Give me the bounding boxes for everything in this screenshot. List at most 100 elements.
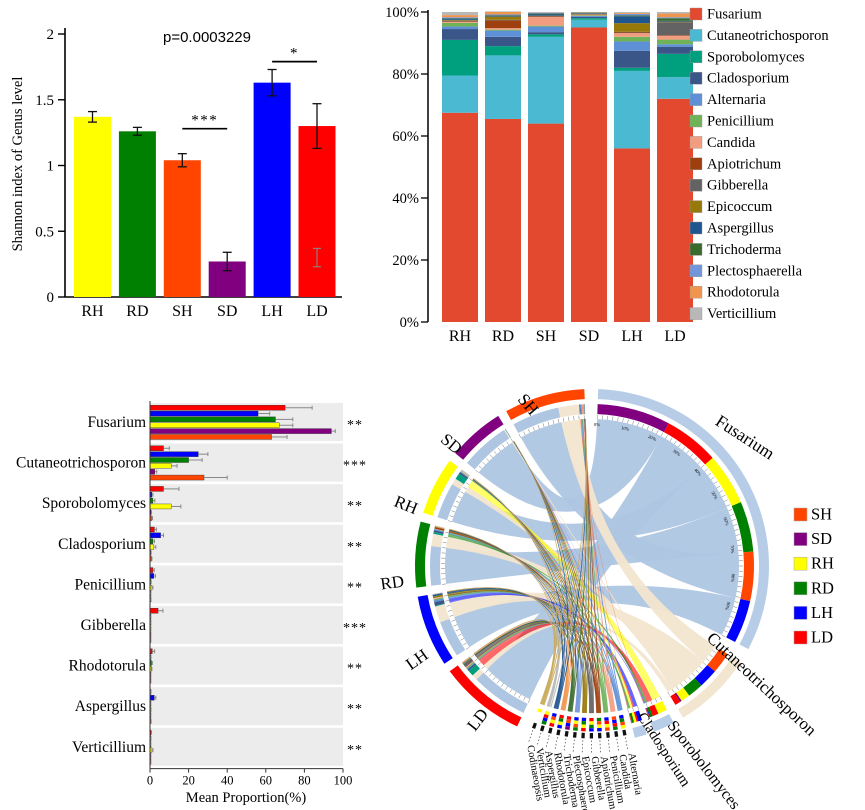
- tick: [706, 658, 710, 662]
- significance-label: ***: [343, 459, 367, 474]
- sample-arc-RH: [423, 460, 458, 516]
- hbar-LH: [149, 532, 161, 539]
- x-category-label: SH: [536, 328, 557, 345]
- bar-RH: [74, 116, 111, 297]
- genus-scale-Fusarium-RH: [705, 457, 741, 507]
- stack-segment-Sporobolomyces: [485, 46, 521, 56]
- significance-label: **: [347, 580, 363, 595]
- tick: [444, 531, 449, 534]
- leader-line: [554, 736, 558, 750]
- tick: [453, 624, 458, 627]
- tick: [737, 586, 742, 588]
- sample-scale-LH: [433, 597, 444, 601]
- mini-stack-Plectosphaerella: [574, 716, 579, 721]
- leader-line: [572, 739, 575, 753]
- bar-RD: [118, 131, 156, 297]
- marker-Candida: [614, 731, 619, 737]
- stack-segment-Sporobolomyces: [528, 34, 564, 37]
- tick: [455, 629, 460, 632]
- tick: [493, 451, 497, 455]
- tick: [451, 619, 456, 622]
- legend-label: SH: [811, 505, 832, 524]
- stack-segment-Penicillium: [485, 29, 521, 31]
- significance-label: **: [347, 702, 363, 717]
- stack-segment-Rhodotorula: [614, 12, 650, 14]
- genus-scale-Sporobolomyces-SH: [645, 708, 650, 718]
- stack-segment-Candida: [485, 28, 521, 30]
- hbar-LH: [149, 573, 155, 579]
- hbar-LD: [149, 486, 164, 492]
- hbar-SD: [149, 469, 155, 475]
- sample-scale-RD: [434, 527, 445, 531]
- legend-swatch-LD: [793, 630, 808, 645]
- stack-segment-Aspergillus: [657, 20, 693, 22]
- tick: [506, 441, 509, 445]
- mini-stack-Epicoccum: [581, 717, 587, 722]
- stack-segment-Verticillium: [657, 12, 693, 14]
- leader-line: [536, 732, 542, 745]
- tick: [460, 638, 465, 641]
- sample-scale-SH: [580, 404, 583, 415]
- sample-scale-SH: [584, 404, 585, 415]
- tick: [656, 430, 659, 434]
- tick: [712, 650, 716, 653]
- stack-segment-Plectosphaerella: [614, 13, 650, 16]
- tick: [645, 702, 648, 707]
- genus-scale-Fusarium-LD: [663, 423, 713, 465]
- mini-stack-Gibberella: [589, 717, 594, 722]
- tick: [673, 440, 677, 445]
- stack-segment-Fusarium: [485, 118, 521, 322]
- tick: [726, 625, 731, 628]
- stack-segment-Cutaneotrichosporon: [485, 55, 521, 119]
- tick: [660, 432, 664, 437]
- x-tick-label: 0: [147, 774, 153, 788]
- bar-LD: [298, 126, 336, 297]
- stack-segment-Candida: [614, 33, 650, 37]
- tick: [721, 494, 726, 498]
- tick: [632, 420, 634, 425]
- stack-segment-Epicoccum: [657, 21, 693, 23]
- percent-tick-label: 30%: [672, 448, 682, 457]
- tick: [468, 478, 473, 481]
- percent-tick-label: 20%: [647, 434, 657, 442]
- legend-swatch-SD: [793, 532, 808, 546]
- y-tick-label: 0.5: [35, 224, 54, 240]
- category-band: [150, 646, 343, 685]
- legend-label: Fusarium: [707, 7, 763, 23]
- stack-segment-Sporobolomyces: [614, 67, 650, 71]
- marker-Verticillium: [539, 725, 545, 732]
- sample-scale-LH: [432, 592, 443, 595]
- tick: [632, 707, 634, 712]
- percent-tick-label: 10%: [621, 425, 630, 432]
- hbar-LD: [149, 405, 286, 411]
- genus-scale-Sporobolomyces-LH: [646, 707, 651, 718]
- mini-stack-Candida: [612, 719, 617, 724]
- stack-segment-Plectosphaerella: [528, 12, 564, 14]
- stack-segment-Sporobolomyces: [657, 53, 693, 78]
- tick: [682, 446, 686, 451]
- legend-swatch-Epicoccum: [689, 200, 703, 213]
- percent-tick-label: 40%: [693, 467, 702, 477]
- genus-scale-Sporobolomyces-RH: [654, 700, 667, 714]
- stack-segment-Alternaria: [657, 44, 693, 47]
- genus-label: Fusarium: [87, 414, 146, 431]
- shannon-bar-chart: p=0.0003229 Shannon index of Genus level…: [10, 27, 342, 320]
- tick: [552, 420, 555, 425]
- tick: [501, 444, 505, 448]
- y-tick-label: 60%: [392, 129, 419, 145]
- stack-segment-Trichoderma: [442, 18, 478, 20]
- sample-scale-RH: [460, 470, 470, 477]
- stack-segment-Apiotrichum: [614, 32, 650, 34]
- legend-swatch-SH: [793, 507, 808, 522]
- tick: [455, 500, 460, 503]
- stack-segment-Cladosporium: [657, 46, 693, 54]
- sample-scale-RH: [458, 472, 469, 480]
- legend-swatch-Cladosporium: [689, 71, 703, 85]
- stack-segment-Penicillium: [657, 39, 693, 45]
- tick: [736, 539, 741, 541]
- sample-scale-LD: [463, 658, 472, 665]
- sample-scale-LD: [476, 672, 528, 713]
- tick: [627, 708, 629, 713]
- tick: [617, 417, 619, 422]
- tick: [463, 486, 467, 490]
